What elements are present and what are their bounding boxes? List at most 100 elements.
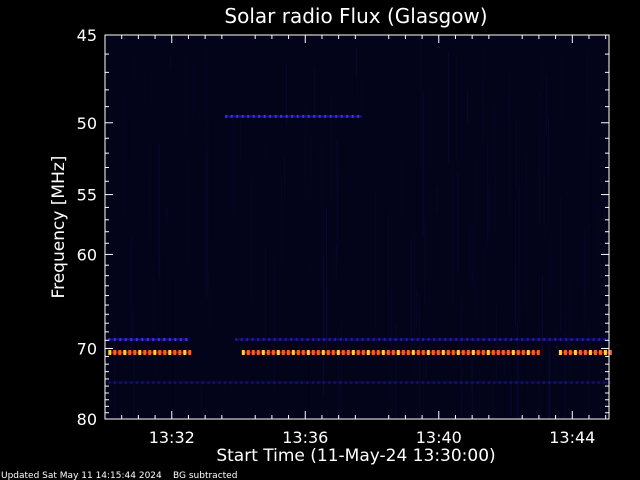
band-dot xyxy=(487,381,490,385)
band-dot xyxy=(317,338,320,341)
band-dot xyxy=(183,350,187,355)
band-dot xyxy=(335,114,338,118)
noise-streak xyxy=(107,81,109,153)
noise-streak xyxy=(354,78,356,103)
band-dot xyxy=(229,381,232,385)
noise-streak xyxy=(588,318,590,419)
band-dot xyxy=(431,350,435,355)
emission-band xyxy=(235,338,606,341)
x-tick-label: 13:32 xyxy=(149,428,195,447)
band-dot xyxy=(451,350,455,355)
noise-streak xyxy=(395,322,397,419)
noise-streak xyxy=(210,119,212,247)
noise-streak xyxy=(457,172,459,274)
noise-streak xyxy=(515,120,517,189)
band-dot xyxy=(328,381,331,385)
noise-streak xyxy=(439,362,441,419)
noise-streak xyxy=(152,259,154,331)
band-dot xyxy=(225,114,228,118)
band-dot xyxy=(280,114,283,118)
noise-streak xyxy=(458,308,460,365)
band-dot xyxy=(603,338,606,341)
band-dot xyxy=(306,350,310,355)
noise-streak xyxy=(561,54,563,121)
band-dot xyxy=(449,338,452,341)
band-dot xyxy=(460,338,463,341)
noise-streak xyxy=(437,71,439,111)
band-dot xyxy=(257,338,260,341)
band-dot xyxy=(433,338,436,341)
band-dot xyxy=(141,381,144,385)
band-dot xyxy=(146,381,149,385)
noise-streak xyxy=(301,158,303,229)
band-dot xyxy=(481,350,485,355)
noise-streak xyxy=(447,51,449,165)
noise-streak xyxy=(128,117,130,160)
band-dot xyxy=(179,338,182,341)
band-dot xyxy=(526,338,529,341)
band-dot xyxy=(133,350,137,355)
noise-streak xyxy=(374,191,376,329)
band-dot xyxy=(592,338,595,341)
band-dot xyxy=(113,381,116,385)
emission-bands xyxy=(108,114,612,385)
band-dot xyxy=(271,350,275,355)
band-dot xyxy=(157,381,160,385)
band-dot xyxy=(296,350,300,355)
band-dot xyxy=(173,350,177,355)
band-dot xyxy=(456,350,460,355)
band-dot xyxy=(406,350,410,355)
noise-streak xyxy=(461,296,463,419)
band-dot xyxy=(405,338,408,341)
noise-streak xyxy=(361,78,363,123)
noise-streak xyxy=(479,367,481,419)
band-dot xyxy=(351,114,354,118)
band-dot xyxy=(174,381,177,385)
band-dot xyxy=(163,338,166,341)
noise-streak xyxy=(336,171,338,262)
noise-streak xyxy=(400,159,402,221)
band-dot xyxy=(291,350,295,355)
noise-streak xyxy=(186,156,188,270)
noise-streak xyxy=(568,278,570,384)
noise-streak xyxy=(509,72,511,216)
band-dot xyxy=(471,350,475,355)
noise-streak xyxy=(471,223,473,285)
band-dot xyxy=(256,381,259,385)
noise-streak xyxy=(510,379,512,417)
band-dot xyxy=(531,381,534,385)
band-dot xyxy=(251,338,254,341)
band-dot xyxy=(346,350,350,355)
band-dot xyxy=(307,114,310,118)
noise-streak xyxy=(538,266,540,418)
x-tick-label: 13:44 xyxy=(549,428,595,447)
band-dot xyxy=(449,381,452,385)
noise-streak xyxy=(516,322,518,419)
band-dot xyxy=(322,381,325,385)
noise-streak xyxy=(339,383,340,419)
noise-streak xyxy=(513,119,515,262)
band-dot xyxy=(455,338,458,341)
band-dot xyxy=(278,381,281,385)
noise-streak xyxy=(156,332,158,386)
band-dot xyxy=(346,114,349,118)
band-dot xyxy=(168,338,171,341)
band-dot xyxy=(168,381,171,385)
noise-streak xyxy=(440,113,442,167)
noise-streak xyxy=(425,361,427,380)
noise-streak xyxy=(529,275,531,370)
band-dot xyxy=(511,350,515,355)
band-dot xyxy=(355,381,358,385)
band-dot xyxy=(361,350,365,355)
noise-streak xyxy=(508,95,510,120)
band-dot xyxy=(608,350,612,355)
band-dot xyxy=(510,338,513,341)
band-dot xyxy=(207,381,210,385)
band-dot xyxy=(301,350,305,355)
noise-streak xyxy=(129,252,131,299)
noise-streak xyxy=(390,290,392,399)
band-dot xyxy=(383,338,386,341)
noise-streak xyxy=(164,253,166,374)
band-dot xyxy=(372,381,375,385)
band-dot xyxy=(608,381,611,385)
